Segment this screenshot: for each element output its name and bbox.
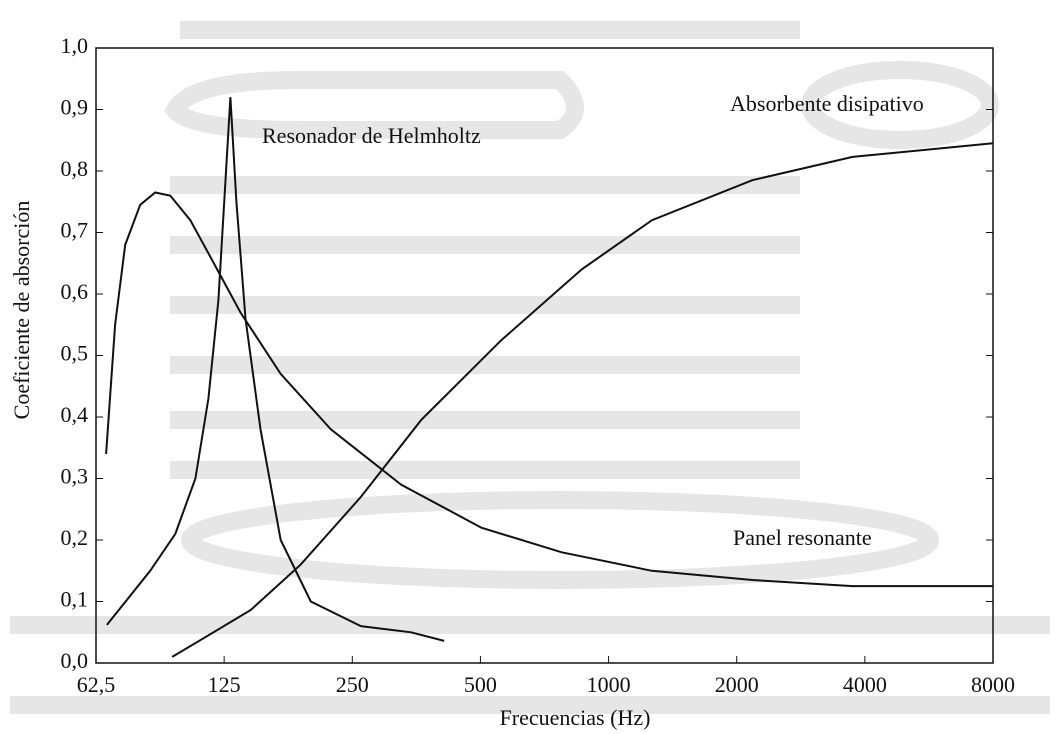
y-tick-label: 1,0: [61, 33, 89, 58]
y-tick-label: 0,6: [61, 279, 89, 304]
y-tick-label: 0,9: [61, 95, 89, 120]
y-tick-label: 0,0: [61, 648, 89, 673]
x-tick-label: 4000: [843, 672, 887, 697]
line-series: [106, 97, 445, 642]
series-label: Panel resonante: [733, 525, 872, 550]
x-tick-label: 2000: [715, 672, 759, 697]
x-tick-label: 1000: [587, 672, 631, 697]
x-tick-label: 500: [464, 672, 497, 697]
x-tick-label: 62,5: [77, 672, 116, 697]
x-tick-label: 250: [336, 672, 369, 697]
series-label: Absorbente disipativo: [730, 91, 924, 116]
x-tick-label: 8000: [971, 672, 1015, 697]
x-tick-label: 125: [208, 672, 241, 697]
line-series: [105, 191, 993, 588]
x-axis-title: Frecuencias (Hz): [500, 705, 651, 730]
y-tick-label: 0,2: [61, 525, 89, 550]
y-tick-label: 0,3: [61, 464, 89, 489]
y-tick-label: 0,7: [61, 218, 89, 243]
line-series: [171, 142, 994, 658]
y-tick-label: 0,8: [61, 156, 89, 181]
y-tick-label: 0,4: [61, 402, 89, 427]
y-tick-label: 0,5: [61, 341, 89, 366]
y-tick-label: 0,1: [61, 587, 89, 612]
series-label: Resonador de Helmholtz: [262, 123, 481, 148]
watermark: [10, 21, 1050, 714]
y-axis-title: Coeficiente de absorción: [9, 201, 34, 420]
